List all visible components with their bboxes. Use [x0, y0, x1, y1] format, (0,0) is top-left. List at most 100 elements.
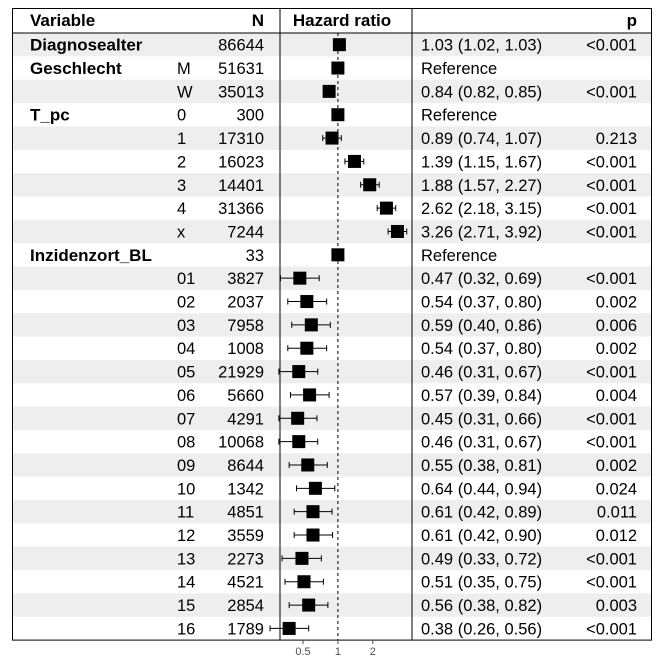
row-band [12, 406, 652, 430]
cell-estimate: 0.57 (0.39, 0.84) [421, 387, 542, 405]
row-band [12, 313, 652, 337]
cell-estimate: 0.46 (0.31, 0.67) [421, 364, 542, 382]
cell-n: 8644 [227, 457, 264, 475]
hr-point [302, 598, 316, 612]
cell-estimate: 0.59 (0.40, 0.86) [421, 317, 542, 335]
axis-tick-label: 1 [335, 646, 341, 658]
row-band [12, 546, 652, 571]
cell-p: 0.006 [596, 317, 637, 335]
cell-p: <0.001 [586, 574, 637, 592]
cell-n: 300 [236, 107, 264, 125]
cell-level: 01 [177, 270, 195, 288]
cell-n: 33 [246, 247, 264, 265]
hr-point [306, 505, 320, 519]
cell-variable: Inzidenzort_BL [30, 246, 152, 265]
hr-point [292, 365, 306, 379]
cell-p: <0.001 [586, 223, 637, 241]
cell-n: 86644 [218, 37, 264, 55]
table-header: Variable N Hazard ratio p [30, 11, 637, 30]
cell-n: 16023 [218, 153, 264, 171]
cell-p: 0.002 [596, 457, 637, 475]
cell-n: 3559 [227, 527, 264, 545]
cell-estimate: Reference [421, 107, 497, 125]
cell-p: 0.011 [597, 504, 637, 522]
hr-point [306, 528, 320, 542]
hr-point [331, 108, 345, 122]
cell-level: 07 [177, 410, 195, 428]
row-band [12, 33, 652, 57]
table-borders [12, 8, 652, 641]
hr-point [363, 178, 377, 192]
cell-variable: Diagnosealter [30, 36, 143, 55]
hr-point [293, 271, 307, 285]
hr-point [308, 481, 322, 495]
cell-n: 5660 [227, 387, 264, 405]
cell-n: 14401 [218, 177, 264, 195]
row-band [12, 593, 652, 617]
hr-point [300, 341, 314, 355]
hr-point [390, 224, 404, 238]
cell-p: <0.001 [586, 83, 637, 101]
cell-level: 16 [177, 620, 195, 638]
cell-p: 0.012 [596, 527, 637, 545]
cell-p: <0.001 [586, 410, 637, 428]
cell-p: 0.213 [596, 130, 637, 148]
cell-level: W [177, 83, 193, 101]
hr-point [379, 201, 393, 215]
cell-n: 21929 [218, 364, 264, 382]
cell-n: 1342 [227, 480, 264, 498]
cell-n: 4851 [227, 504, 264, 522]
cell-estimate: 0.38 (0.26, 0.56) [421, 620, 542, 638]
hr-point [331, 248, 345, 262]
hr-point [347, 154, 361, 168]
cell-level: 10 [177, 480, 195, 498]
cell-level: 2 [177, 153, 186, 171]
cell-level: 0 [177, 107, 186, 125]
cell-estimate: 0.51 (0.35, 0.75) [421, 574, 542, 592]
hr-point [291, 411, 305, 425]
cell-level: 14 [177, 574, 195, 592]
row-band [12, 453, 652, 477]
cell-n: 35013 [218, 83, 264, 101]
cell-p: 0.004 [596, 387, 637, 405]
cell-level: x [177, 223, 186, 241]
cell-p: <0.001 [586, 177, 637, 195]
cell-level: 06 [177, 387, 195, 405]
cell-estimate: 1.88 (1.57, 2.27) [421, 177, 542, 195]
cell-level: 11 [177, 504, 194, 522]
cell-estimate: Reference [421, 247, 497, 265]
cell-level: 03 [177, 317, 195, 335]
cell-n: 4291 [227, 410, 264, 428]
cell-p: 0.024 [596, 480, 637, 498]
cell-n: 4521 [227, 574, 264, 592]
cell-n: 2854 [227, 597, 264, 615]
cell-level: 4 [177, 200, 186, 218]
cell-estimate: 0.54 (0.37, 0.80) [421, 340, 542, 358]
cell-p: <0.001 [586, 153, 637, 171]
cell-estimate: 2.62 (2.18, 3.15) [421, 200, 542, 218]
cell-level: 09 [177, 457, 195, 475]
cell-estimate: 0.49 (0.33, 0.72) [421, 550, 542, 568]
hr-point [304, 318, 318, 332]
hr-point [303, 388, 317, 402]
plot-area [269, 33, 408, 641]
cell-level: 1 [177, 130, 186, 148]
cell-n: 51631 [218, 60, 264, 78]
hr-point [300, 295, 314, 309]
hr-point [322, 84, 336, 98]
cell-p: <0.001 [586, 270, 637, 288]
hr-point [301, 458, 315, 472]
hr-point [331, 61, 345, 75]
cell-estimate: 0.64 (0.44, 0.94) [421, 480, 542, 498]
cell-estimate: 0.46 (0.31, 0.67) [421, 434, 542, 452]
hr-point [325, 131, 339, 145]
table-outline [12, 8, 652, 641]
row-bands [12, 33, 652, 617]
cell-n: 10068 [218, 434, 264, 452]
cell-variable: T_pc [30, 106, 70, 125]
hr-point [295, 551, 309, 565]
cell-n: 1789 [227, 620, 264, 638]
table-cells: Diagnosealter 86644 1.03 (1.02, 1.03) <0.00… [30, 36, 637, 639]
cell-p: <0.001 [586, 37, 637, 55]
